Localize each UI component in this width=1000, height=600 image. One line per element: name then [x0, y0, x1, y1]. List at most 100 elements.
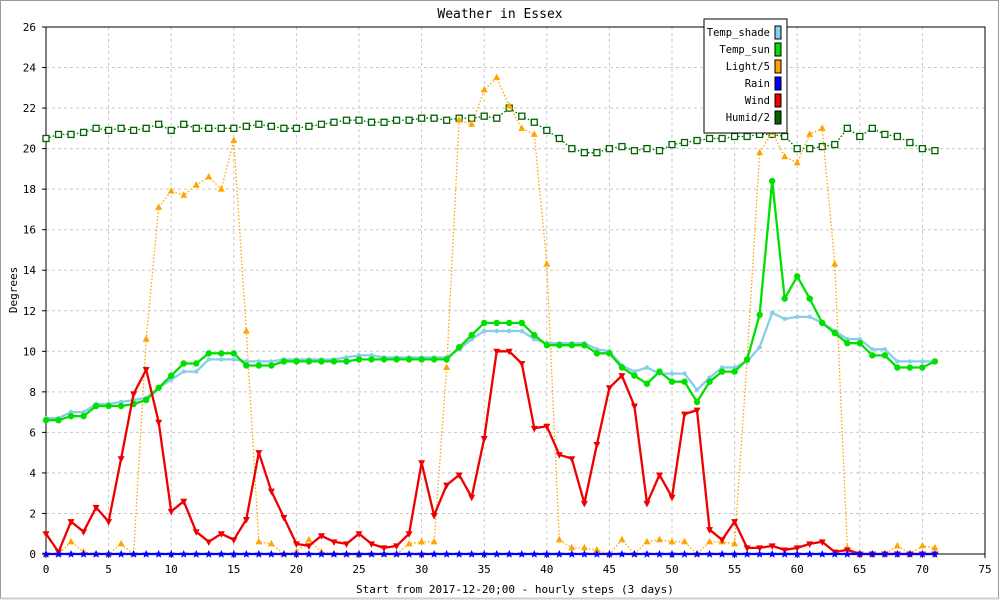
x-tick-label: 5	[105, 563, 112, 576]
data-point-temp-sun	[656, 368, 663, 375]
data-point-wind	[505, 348, 513, 356]
data-point-humid-2	[530, 118, 538, 126]
data-point-rain	[229, 550, 238, 558]
data-point-wind	[67, 519, 75, 526]
data-point-humid-2	[593, 149, 601, 157]
data-point-rain	[567, 550, 576, 558]
data-point-rain	[67, 550, 76, 558]
legend-label: Rain	[745, 78, 770, 90]
data-point-wind	[530, 425, 538, 433]
data-point-rain	[743, 550, 752, 558]
data-point-wind	[731, 519, 739, 526]
data-point-temp-sun	[67, 412, 75, 420]
data-point-rain	[142, 550, 151, 558]
data-point-temp-sun	[718, 368, 726, 375]
data-point-wind	[317, 533, 325, 540]
data-point-temp-sun	[756, 311, 763, 319]
data-point-temp-sun	[506, 319, 513, 327]
data-point-wind	[743, 545, 751, 552]
data-point-temp-shade	[694, 387, 700, 393]
legend-swatch	[774, 110, 782, 125]
data-point-wind	[255, 450, 263, 457]
data-point-temp-sun	[355, 356, 363, 363]
data-point-humid-2	[230, 124, 238, 132]
data-point-rain	[592, 550, 601, 558]
data-point-light-5	[205, 172, 213, 180]
data-point-humid-2	[568, 144, 576, 153]
data-point-temp-shade	[494, 328, 499, 334]
data-point-temp-shade	[669, 371, 675, 376]
data-point-temp-sun	[781, 295, 788, 302]
data-point-rain	[467, 550, 476, 558]
y-tick-label: 0	[29, 548, 36, 561]
data-point-rain	[267, 550, 276, 558]
data-point-temp-sun	[606, 350, 613, 357]
x-tick-label: 0	[43, 563, 50, 576]
data-point-wind	[643, 500, 651, 508]
data-point-temp-sun	[668, 378, 676, 385]
data-point-light-5	[468, 120, 476, 127]
data-point-temp-shade	[757, 345, 762, 350]
data-point-humid-2	[192, 124, 200, 132]
data-point-humid-2	[92, 124, 100, 132]
y-tick-label: 22	[23, 102, 36, 115]
data-point-temp-sun	[205, 350, 212, 357]
data-point-humid-2	[367, 118, 376, 126]
data-point-temp-shade	[807, 314, 812, 320]
y-axis-label: Degrees	[7, 267, 20, 313]
data-point-wind	[430, 512, 438, 520]
legend-box	[703, 18, 788, 134]
data-point-humid-2	[67, 130, 75, 139]
data-point-rain	[517, 550, 526, 558]
data-point-light-5	[781, 152, 789, 160]
data-point-temp-sun	[481, 319, 488, 327]
y-tick-label: 24	[23, 62, 37, 75]
data-point-light-5	[530, 130, 538, 137]
data-point-temp-sun	[80, 412, 87, 420]
data-point-humid-2	[668, 140, 676, 149]
data-point-wind	[455, 472, 463, 479]
data-point-wind	[105, 519, 113, 526]
data-point-temp-sun	[906, 364, 914, 371]
data-point-rain	[317, 550, 326, 558]
x-tick-label: 30	[415, 563, 428, 576]
data-point-rain	[380, 550, 389, 558]
data-point-temp-shade	[194, 369, 199, 374]
data-point-light-5	[643, 537, 651, 545]
data-point-temp-sun	[894, 364, 901, 371]
data-point-temp-sun	[568, 342, 576, 349]
data-point-humid-2	[493, 114, 501, 122]
data-point-humid-2	[405, 116, 413, 124]
x-tick-label: 35	[478, 563, 491, 576]
data-point-temp-sun	[731, 368, 738, 375]
data-point-light-5	[505, 102, 513, 109]
data-point-wind	[668, 494, 676, 502]
data-point-temp-sun	[831, 329, 838, 337]
data-point-light-5	[443, 363, 451, 371]
data-point-humid-2	[442, 116, 451, 124]
data-point-wind	[543, 423, 551, 431]
data-point-light-5	[117, 539, 125, 547]
chart-frame-shadow	[0, 597, 1000, 600]
data-point-rain	[818, 550, 827, 558]
data-point-humid-2	[918, 144, 927, 153]
data-point-humid-2	[856, 132, 864, 141]
data-point-humid-2	[480, 112, 488, 120]
data-point-rain	[192, 550, 201, 558]
data-point-humid-2	[931, 146, 939, 155]
data-point-rain	[855, 550, 864, 558]
data-point-temp-sun	[518, 319, 525, 327]
data-point-rain	[642, 550, 651, 558]
data-point-temp-sun	[168, 372, 175, 379]
data-point-humid-2	[881, 130, 889, 139]
data-point-rain	[242, 550, 251, 558]
data-point-temp-shade	[519, 328, 524, 334]
data-point-humid-2	[267, 122, 276, 130]
data-point-temp-shade	[482, 328, 487, 334]
data-point-wind	[180, 498, 188, 506]
data-point-light-5	[518, 124, 526, 131]
legend-label: Wind	[745, 95, 770, 107]
data-point-temp-sun	[443, 356, 450, 363]
data-point-rain	[705, 550, 714, 558]
data-point-light-5	[405, 539, 413, 547]
